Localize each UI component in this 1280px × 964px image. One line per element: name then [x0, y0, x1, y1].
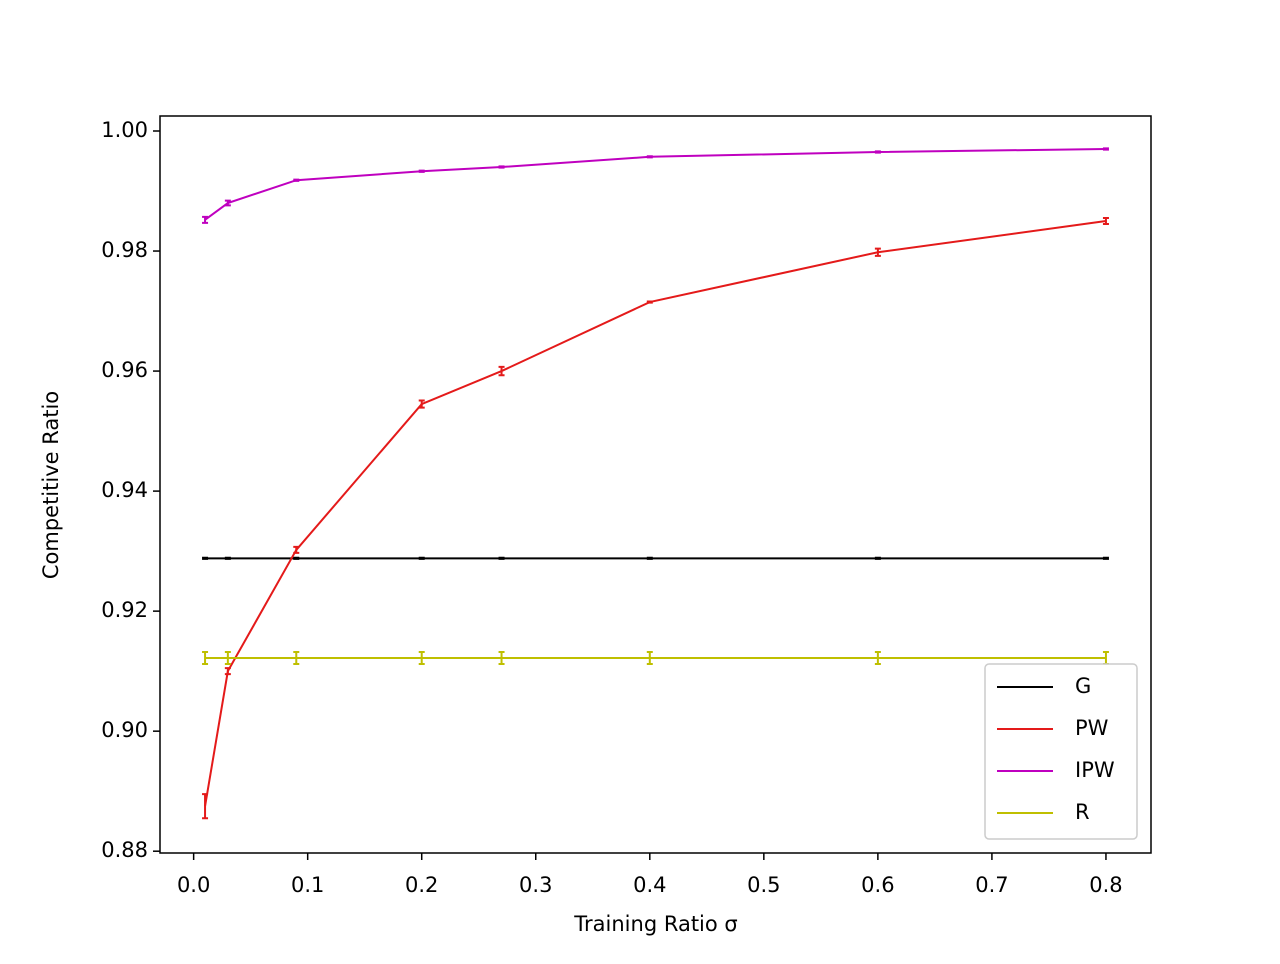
- error-bar: [418, 556, 425, 560]
- error-bar: [418, 650, 425, 665]
- error-bar: [293, 545, 300, 554]
- legend-label: G: [1075, 674, 1091, 698]
- x-tick-label: 0.3: [519, 873, 552, 897]
- error-bar: [224, 556, 231, 560]
- x-tick-label: 0.5: [747, 873, 780, 897]
- y-tick-label: 0.90: [101, 718, 148, 742]
- y-tick-label: 0.94: [101, 478, 148, 502]
- error-bar: [498, 165, 505, 169]
- legend-label: PW: [1075, 716, 1109, 740]
- error-bar: [1102, 147, 1109, 151]
- error-bar: [418, 169, 425, 173]
- series-line: [204, 148, 1106, 221]
- error-bar: [224, 650, 231, 665]
- x-tick-label: 0.6: [861, 873, 894, 897]
- error-bar: [498, 365, 505, 377]
- error-bar: [202, 793, 209, 820]
- error-bar: [202, 650, 209, 665]
- x-axis-label: Training Ratio σ: [573, 912, 737, 936]
- error-bar: [646, 650, 653, 665]
- x-tick-label: 0.0: [177, 873, 210, 897]
- error-bar: [224, 667, 231, 676]
- y-tick-label: 1.00: [101, 118, 148, 142]
- error-bar: [874, 650, 881, 665]
- series-line: [204, 220, 1107, 807]
- error-bar: [224, 199, 231, 207]
- y-tick-label: 0.96: [101, 358, 148, 382]
- x-tick-label: 0.7: [975, 873, 1008, 897]
- y-axis-label: Competitive Ratio: [39, 391, 63, 579]
- x-tick-label: 0.1: [291, 873, 324, 897]
- error-bar: [646, 155, 653, 159]
- error-bar: [498, 650, 505, 665]
- plot-frame: [159, 115, 1152, 854]
- y-tick-label: 0.88: [101, 838, 148, 862]
- y-tick-label: 0.98: [101, 238, 148, 262]
- error-bar: [202, 556, 209, 560]
- legend-label: R: [1075, 800, 1090, 824]
- error-bar: [202, 215, 209, 224]
- error-bar: [293, 650, 300, 665]
- error-bar: [293, 178, 300, 182]
- error-bar: [1102, 556, 1109, 560]
- error-bar: [646, 556, 653, 560]
- legend-label: IPW: [1075, 758, 1115, 782]
- error-bar: [646, 300, 653, 304]
- error-bar: [874, 556, 881, 560]
- x-tick-label: 0.2: [405, 873, 438, 897]
- error-bar: [418, 399, 425, 409]
- x-tick-label: 0.4: [633, 873, 666, 897]
- x-tick-label: 0.8: [1089, 873, 1122, 897]
- error-bar: [498, 556, 505, 560]
- error-bar: [874, 150, 881, 154]
- y-tick-label: 0.92: [101, 598, 148, 622]
- error-bar: [1102, 217, 1109, 226]
- error-bar: [874, 247, 881, 257]
- error-bar: [293, 556, 300, 560]
- legend-box: [984, 663, 1138, 840]
